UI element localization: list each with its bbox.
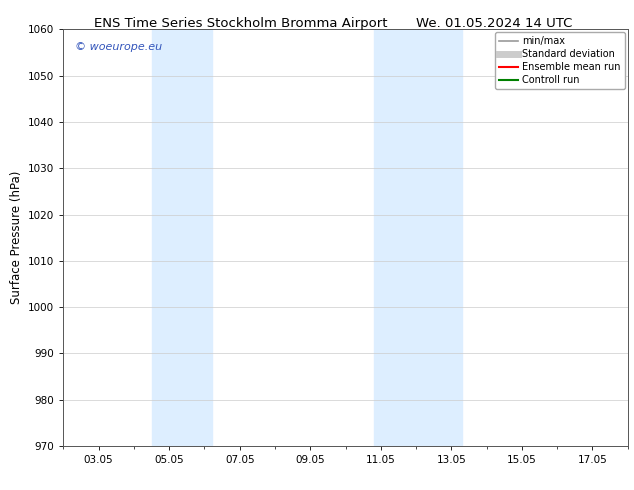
Bar — [152, 29, 212, 446]
Legend: min/max, Standard deviation, Ensemble mean run, Controll run: min/max, Standard deviation, Ensemble me… — [495, 32, 624, 89]
Text: ENS Time Series Stockholm Bromma Airport: ENS Time Series Stockholm Bromma Airport — [94, 17, 387, 30]
Bar — [374, 29, 462, 446]
Text: We. 01.05.2024 14 UTC: We. 01.05.2024 14 UTC — [417, 17, 573, 30]
Y-axis label: Surface Pressure (hPa): Surface Pressure (hPa) — [10, 171, 23, 304]
Text: © woeurope.eu: © woeurope.eu — [75, 42, 162, 52]
